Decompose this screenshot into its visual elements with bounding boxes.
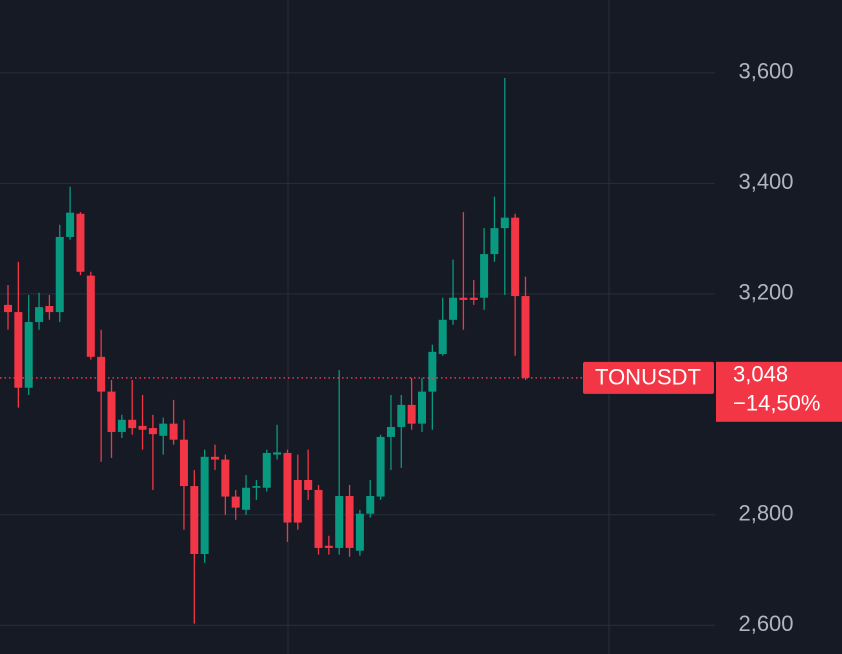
candle-body <box>4 304 12 313</box>
y-tick-label: 3,400 <box>738 169 793 194</box>
y-tick-label: 2,800 <box>738 501 793 526</box>
candle-body <box>242 487 251 510</box>
candle-body <box>200 456 209 555</box>
candle-body <box>128 419 137 429</box>
candle-body <box>159 423 168 436</box>
change-label: −14,50% <box>733 391 820 416</box>
grid: 2,600 2,800 3,200 3,400 3,600 <box>0 59 794 636</box>
candle-body <box>376 436 385 497</box>
candle-body <box>345 496 354 548</box>
candle-body <box>66 212 75 237</box>
symbol-label-bg <box>583 361 714 394</box>
candle-body <box>304 480 313 490</box>
candle-body <box>138 425 147 430</box>
candle-body <box>86 275 95 357</box>
candle-body <box>397 404 406 427</box>
candle-body <box>335 496 344 548</box>
y-tick-label: 3,200 <box>738 280 793 305</box>
symbol-label: TONUSDT <box>595 365 701 390</box>
candle-body <box>428 351 437 392</box>
candle-body <box>521 296 530 378</box>
candle-body <box>355 513 364 551</box>
candle-body <box>418 391 426 424</box>
candle-body <box>293 480 302 523</box>
candle-body <box>252 486 261 488</box>
candle-body <box>45 306 54 313</box>
price-label-bg <box>716 361 842 422</box>
candle-body <box>314 489 323 548</box>
candle-body <box>24 322 33 388</box>
candle-body <box>490 228 499 255</box>
price-label: 3,048 <box>733 362 788 387</box>
candle-body <box>511 217 520 297</box>
candle-body <box>366 496 375 514</box>
y-tick-label: 3,600 <box>738 59 793 84</box>
candle-body <box>76 213 85 272</box>
candle-body <box>231 496 240 508</box>
candle-body <box>273 452 282 455</box>
candle-body <box>283 452 292 523</box>
candle-body <box>324 545 333 548</box>
candle-body <box>407 404 416 424</box>
candle-body <box>55 236 64 313</box>
candle-body <box>500 217 509 229</box>
candle-body <box>221 459 230 497</box>
candle-body <box>107 391 116 432</box>
y-tick-label: 2,600 <box>738 611 793 636</box>
candle-body <box>211 456 219 460</box>
candle-body <box>449 297 458 320</box>
candle-body <box>480 254 489 298</box>
candle-body <box>169 423 178 440</box>
candle-body <box>35 307 44 323</box>
candle-body <box>117 419 126 432</box>
candle-body <box>14 312 23 388</box>
candle-body <box>148 428 157 435</box>
candles <box>4 77 530 624</box>
candle-body <box>97 356 106 392</box>
candle-body <box>469 297 478 300</box>
candle-body <box>179 439 188 487</box>
candle-body <box>262 452 271 488</box>
candle-body <box>438 319 447 355</box>
candle-body <box>386 426 395 437</box>
candle-body <box>459 297 468 300</box>
candle-body <box>190 486 199 555</box>
overlay: TONUSDT 3,048 −14,50% <box>0 362 842 422</box>
